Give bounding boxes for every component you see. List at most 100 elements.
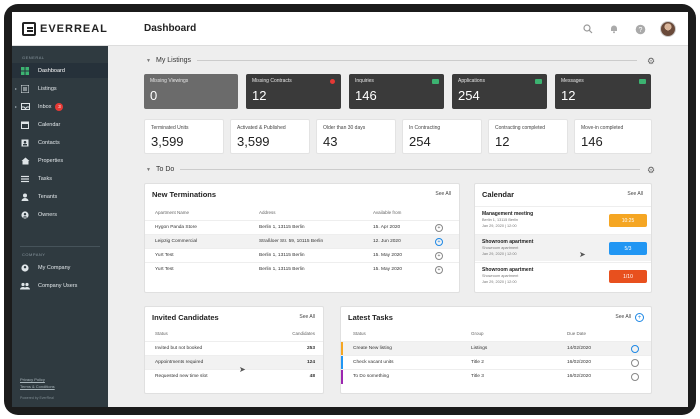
table-row[interactable]: Leipzig Commercial Straßloer Str. 59, 10… <box>145 234 459 248</box>
sidebar-item-label: Properties <box>38 157 64 164</box>
stat-card-messages[interactable]: Messages 12 <box>555 74 651 109</box>
task-color-stripe <box>341 356 343 370</box>
calendar-item[interactable]: Showroom apartment Showroom apartment Ja… <box>475 262 651 289</box>
inbox-badge: 3 <box>55 102 64 111</box>
address: Straßloer Str. 59, 10115 Berlin <box>259 239 324 244</box>
stat-card-in-contracting[interactable]: In Contracting 254 <box>402 119 482 154</box>
powered-by: Powered by EverReal <box>20 396 54 400</box>
stat-card-applications[interactable]: Applications 254 <box>452 74 547 109</box>
chevron-down-icon: ▼ <box>146 166 151 173</box>
stat-card-terminated-units[interactable]: Terminated Units 3,599 <box>144 119 224 154</box>
calendar-item[interactable]: Management meeting Berlin 1, 13115 Berli… <box>475 206 651 233</box>
gear-icon[interactable]: ⚙ <box>647 56 656 66</box>
sidebar-item-label: Contacts <box>38 139 60 146</box>
sidebar-item-calendar[interactable]: Calendar <box>12 117 108 132</box>
sidebar-item-dashboard[interactable]: Dashboard <box>12 63 108 78</box>
privacy-policy-link[interactable]: Privacy Policy <box>20 377 45 382</box>
top-bar: EVERREAL Dashboard ? <box>12 12 688 46</box>
stat-label: Applications <box>458 78 485 84</box>
bell-icon[interactable] <box>608 23 620 35</box>
table-row[interactable]: Yurt Test Berlin 1, 13115 Berlin 15. May… <box>145 248 459 262</box>
sidebar-item-tenants[interactable]: Tenants <box>12 189 108 204</box>
sidebar-item-tasks[interactable]: Tasks <box>12 171 108 186</box>
see-all-link[interactable]: See All <box>615 314 631 320</box>
todo-header[interactable]: ▼ To Do <box>146 166 666 173</box>
calendar-item[interactable]: Showroom apartment Showroom apartment Ja… <box>475 234 651 261</box>
section-divider <box>197 60 638 61</box>
search-icon[interactable] <box>582 23 594 35</box>
task-checkbox[interactable] <box>631 345 639 353</box>
event-title: Showroom apartment <box>482 267 534 273</box>
sidebar-section-general: GENERAL <box>22 55 45 60</box>
table-row[interactable]: Yurt Test Berlin 1, 13115 Berlin 15. May… <box>145 262 459 276</box>
event-time: Jan 29, 2020 | 12:00 <box>482 280 517 284</box>
panel-title: Invited Candidates <box>152 313 219 322</box>
task-checkbox[interactable] <box>631 359 639 367</box>
help-icon[interactable]: ? <box>634 23 646 35</box>
section-title: My Listings <box>156 57 192 64</box>
address: Berlin 1, 13115 Berlin <box>259 225 305 230</box>
logo[interactable]: EVERREAL <box>22 21 108 37</box>
sidebar-item-company-users[interactable]: Company Users <box>12 278 108 293</box>
see-all-link[interactable]: See All <box>435 191 451 197</box>
table-row[interactable]: Check vacant units Title 2 16/02/2020 <box>341 355 651 370</box>
new-flag-icon <box>639 79 646 84</box>
add-task-icon[interactable]: + <box>635 313 644 322</box>
stat-label: Messages <box>561 78 584 84</box>
table-row[interactable]: Appointments required 124 <box>145 355 323 369</box>
sidebar-item-inbox[interactable]: ▸ Inbox 3 <box>12 99 108 114</box>
table-row[interactable]: Invited but not booked 253 <box>145 341 323 355</box>
add-circle-icon[interactable]: + <box>435 266 443 274</box>
sidebar-section-company: COMPANY <box>22 252 46 257</box>
terms-link[interactable]: Terms & Conditions <box>20 384 55 389</box>
apartment-name: Leipzig Commercial <box>155 239 198 244</box>
header-actions: ? <box>582 21 676 37</box>
sidebar-item-contacts[interactable]: Contacts <box>12 135 108 150</box>
sidebar-item-my-company[interactable]: My Company <box>12 260 108 275</box>
calendar-panel: Calendar See All Management meeting Berl… <box>474 183 652 293</box>
sidebar-item-owners[interactable]: Owners <box>12 207 108 222</box>
event-location: Showroom apartment <box>482 274 519 278</box>
stat-value: 3,599 <box>151 134 184 149</box>
task-status: To Do something <box>353 374 389 379</box>
caret-right-icon: ▸ <box>14 104 17 109</box>
sidebar: GENERAL Dashboard ▸ Listings ▸ Inbox 3 C… <box>12 46 108 407</box>
page-title: Dashboard <box>144 23 197 34</box>
table-row[interactable]: Requested new time slot 48 <box>145 369 323 383</box>
add-circle-icon[interactable]: + <box>435 238 443 246</box>
stat-card-contracting-completed[interactable]: Contracting completed 12 <box>488 119 568 154</box>
avatar[interactable] <box>660 21 676 37</box>
add-circle-icon[interactable]: + <box>435 224 443 232</box>
stat-card-older-than-30[interactable]: Older than 30 days 43 <box>316 119 396 154</box>
table-row[interactable]: To Do something Title 3 16/02/2020 <box>341 369 651 384</box>
add-circle-icon[interactable]: + <box>435 252 443 260</box>
stat-value: 254 <box>458 88 480 103</box>
table-row[interactable]: Create New listing Listings 14/02/2020 <box>341 341 651 356</box>
see-all-link[interactable]: See All <box>299 314 315 320</box>
task-checkbox[interactable] <box>631 373 639 381</box>
task-color-stripe <box>341 370 343 384</box>
stat-card-missing-contracts[interactable]: Missing Contracts 12 <box>246 74 341 109</box>
stat-card-missing-viewings[interactable]: Missing Viewings 0 <box>144 74 238 109</box>
my-listings-header[interactable]: ▼ My Listings <box>146 57 666 64</box>
address: Berlin 1, 13115 Berlin <box>259 267 305 272</box>
sidebar-item-properties[interactable]: Properties <box>12 153 108 168</box>
sidebar-item-label: Dashboard <box>38 67 65 74</box>
sidebar-divider <box>20 246 100 247</box>
stat-value: 0 <box>150 88 158 103</box>
event-tag: 10:25 <box>609 214 647 227</box>
stat-card-inquiries[interactable]: Inquiries 146 <box>349 74 444 109</box>
device-frame: EVERREAL Dashboard ? GENERAL Dashboard ▸ <box>4 4 696 415</box>
column-header: Group <box>471 331 484 336</box>
gear-icon[interactable]: ⚙ <box>647 165 656 175</box>
stat-label: In Contracting <box>409 125 441 131</box>
stat-label: Terminated Units <box>151 125 189 131</box>
sidebar-item-listings[interactable]: ▸ Listings <box>12 81 108 96</box>
company-icon <box>20 263 30 272</box>
table-row[interactable]: Hygon Panda Store Berlin 1, 13115 Berlin… <box>145 220 459 234</box>
see-all-link[interactable]: See All <box>627 191 643 197</box>
section-title: To Do <box>156 166 175 173</box>
stat-card-move-in-completed[interactable]: Move-in completed 146 <box>574 119 652 154</box>
stat-card-activated-published[interactable]: Activated & Published 3,599 <box>230 119 310 154</box>
panel-title: New Terminations <box>152 190 217 199</box>
